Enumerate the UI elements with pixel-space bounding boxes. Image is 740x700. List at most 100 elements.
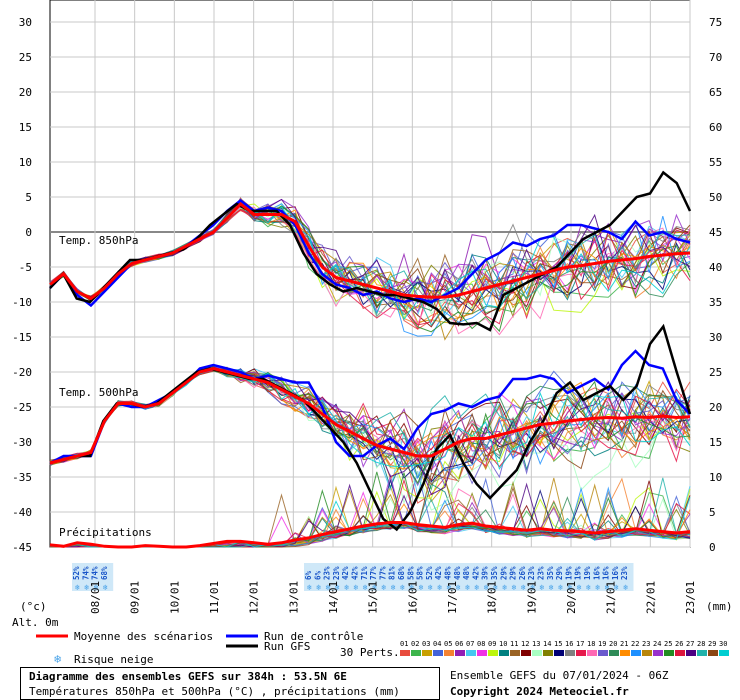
snowflake-icon: ❄ bbox=[447, 583, 452, 592]
snowflake-icon: ❄ bbox=[465, 583, 470, 592]
right-tick-label: 10 bbox=[709, 471, 722, 484]
altitude-label: Alt. 0m bbox=[12, 616, 59, 629]
left-tick-label: 15 bbox=[19, 121, 32, 134]
snowflake-icon: ❄ bbox=[307, 583, 312, 592]
x-tick-label-10: 18/01 bbox=[486, 581, 499, 614]
snow-pct-2-33: 16% bbox=[611, 566, 620, 580]
snowflake-icon: ❄ bbox=[354, 583, 359, 592]
snow-pct-2-6: 71% bbox=[360, 566, 369, 580]
pert-swatch-03 bbox=[422, 650, 432, 656]
snowflake-icon: ❄ bbox=[344, 583, 349, 592]
snowflake-icon: ❄ bbox=[549, 583, 554, 592]
snowflake-icon: ❄ bbox=[502, 583, 507, 592]
snowflake-icon: ❄ bbox=[605, 583, 610, 592]
snowflake-icon: ❄ bbox=[363, 583, 368, 592]
left-tick-label: -30 bbox=[12, 436, 32, 449]
right-tick-label: 75 bbox=[709, 16, 722, 29]
snow-pct-2-3: 23% bbox=[332, 566, 341, 580]
snow-pct-2-24: 23% bbox=[527, 566, 536, 580]
snowflake-icon: ❄ bbox=[335, 583, 340, 592]
pert-label-07: 07 bbox=[466, 640, 474, 648]
snowflake-icon: ❄ bbox=[586, 583, 591, 592]
x-tick-label-0: 08/01 bbox=[89, 581, 102, 614]
snow-pct-2-7: 77% bbox=[369, 566, 378, 580]
pert-label-22: 22 bbox=[631, 640, 639, 648]
legend-perts-label: 30 Perts. bbox=[340, 646, 400, 659]
ensemble-run-label: Ensemble GEFS du 07/01/2024 - 06Z bbox=[450, 669, 669, 682]
snow-pct-2-30: 19% bbox=[583, 566, 592, 580]
pert-swatch-19 bbox=[598, 650, 608, 656]
left-tick-label: 0 bbox=[25, 226, 32, 239]
snow-pct-2-34: 23% bbox=[620, 566, 629, 580]
perturbation-legend: 01 02 03 04 05 06 07 08 09 10 11 12 13 14 15 16 17 18 19 20… bbox=[400, 640, 729, 656]
snowflake-icon: ❄ bbox=[428, 583, 433, 592]
footer-subtitle: Températures 850hPa et 500hPa (°C) , pré… bbox=[29, 685, 400, 698]
pert-label-26: 26 bbox=[675, 640, 683, 648]
left-tick-label: 5 bbox=[25, 191, 32, 204]
snowflake-icon: ❄ bbox=[75, 583, 80, 592]
pert-label-27: 27 bbox=[686, 640, 694, 648]
pert-swatch-11 bbox=[510, 650, 520, 656]
snow-pct-1-3: 68% bbox=[100, 566, 109, 580]
x-tick-label-8: 16/01 bbox=[406, 581, 419, 614]
snowflake-icon: ❄ bbox=[400, 583, 405, 592]
snow-pct-2-18: 42% bbox=[471, 566, 480, 580]
pert-label-08: 08 bbox=[477, 640, 485, 648]
pert-swatch-15 bbox=[554, 650, 564, 656]
snow-pct-2-23: 26% bbox=[518, 566, 527, 580]
pert-label-10: 10 bbox=[499, 640, 507, 648]
label-temp850: Temp. 850hPa bbox=[59, 234, 138, 247]
pert-label-28: 28 bbox=[697, 640, 705, 648]
snow-pct-2-9: 81% bbox=[388, 566, 397, 580]
pert-swatch-10 bbox=[499, 650, 509, 656]
snowflake-icon: ❄ bbox=[316, 583, 321, 592]
pert-label-11: 11 bbox=[510, 640, 518, 648]
right-tick-label: 0 bbox=[709, 541, 716, 554]
snow-pct-2-25: 23% bbox=[537, 566, 546, 580]
snow-pct-2-2: 23% bbox=[323, 566, 332, 580]
footer-title: Diagramme des ensembles GEFS sur 384h : … bbox=[29, 670, 347, 683]
pert-label-14: 14 bbox=[543, 640, 551, 648]
snow-pct-2-5: 42% bbox=[351, 566, 360, 580]
snowflake-icon: ❄ bbox=[381, 583, 386, 592]
left-tick-label: -40 bbox=[12, 506, 32, 519]
pert-swatch-25 bbox=[664, 650, 674, 656]
snowflake-icon: ❄ bbox=[391, 583, 396, 592]
x-tick-label-1: 09/01 bbox=[129, 581, 142, 614]
pert-label-06: 06 bbox=[455, 640, 463, 648]
pert-swatch-14 bbox=[543, 650, 553, 656]
label-precip: Précipitations bbox=[59, 526, 152, 539]
snow-pct-2-29: 19% bbox=[574, 566, 583, 580]
main-series bbox=[49, 170, 692, 549]
pert-label-16: 16 bbox=[565, 640, 573, 648]
pert-swatch-01 bbox=[400, 650, 410, 656]
pert-label-24: 24 bbox=[653, 640, 661, 648]
footer-box: Diagramme des ensembles GEFS sur 384h : … bbox=[20, 667, 440, 700]
snowflake-icon: ❄ bbox=[493, 583, 498, 592]
pert-label-17: 17 bbox=[576, 640, 584, 648]
legend-gfs-label: Run GFS bbox=[264, 640, 310, 653]
member-line-21-t850 bbox=[49, 198, 691, 321]
x-tick-label-6: 14/01 bbox=[327, 581, 340, 614]
x-tick-label-3: 11/01 bbox=[208, 581, 221, 614]
left-tick-label: -45 bbox=[12, 541, 32, 554]
snowflake-icon: ❄ bbox=[437, 583, 442, 592]
snow-pct-1-0: 52% bbox=[72, 566, 81, 580]
x-tick-label-2: 10/01 bbox=[168, 581, 181, 614]
pert-swatch-17 bbox=[576, 650, 586, 656]
pert-label-12: 12 bbox=[521, 640, 529, 648]
snowflake-icon: ❄ bbox=[94, 583, 99, 592]
right-tick-label: 55 bbox=[709, 156, 722, 169]
pert-swatch-16 bbox=[565, 650, 575, 656]
pert-label-15: 15 bbox=[554, 640, 562, 648]
control-run-t500 bbox=[49, 349, 691, 465]
pert-label-21: 21 bbox=[620, 640, 628, 648]
x-tick-label-9: 17/01 bbox=[446, 581, 459, 614]
snowflake-icon: ❄ bbox=[595, 583, 600, 592]
snow-pct-2-19: 39% bbox=[481, 566, 490, 580]
member-line-17-t850 bbox=[49, 206, 691, 330]
snowflake-icon: ❄ bbox=[456, 583, 461, 592]
pert-label-01: 01 bbox=[400, 640, 408, 648]
snowflake-icon: ❄ bbox=[540, 583, 545, 592]
